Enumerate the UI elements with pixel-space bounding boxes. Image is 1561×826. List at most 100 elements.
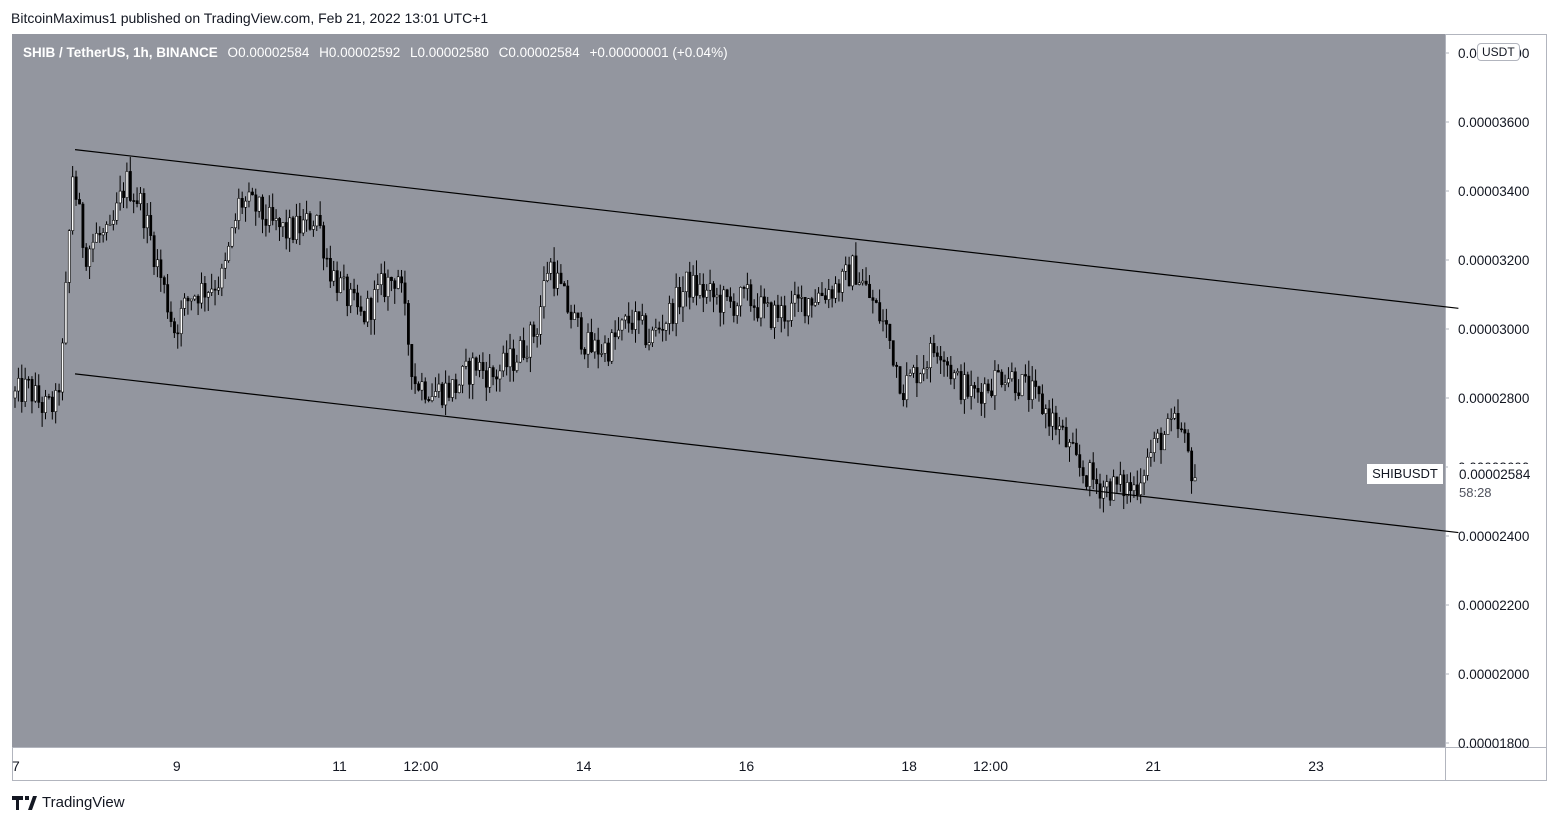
candle-body <box>61 342 64 393</box>
candle-body <box>281 222 285 228</box>
candle-body <box>881 320 885 322</box>
candle-body <box>427 399 431 401</box>
candle-body <box>952 372 956 380</box>
candle-body <box>149 215 153 236</box>
candle-body <box>688 271 692 298</box>
candle-body <box>1115 476 1119 485</box>
candle-body <box>546 273 549 281</box>
candle-body <box>112 219 115 225</box>
candle-body <box>78 199 81 205</box>
candle-body <box>468 360 471 385</box>
candle-body <box>81 203 85 248</box>
candle-body <box>854 255 858 285</box>
legend-high-label: H <box>319 45 329 60</box>
candle-body <box>1071 442 1075 444</box>
price-unit-badge[interactable]: USDT <box>1477 43 1520 61</box>
x-tick-label: 18 <box>901 758 917 774</box>
candle-body <box>417 383 420 391</box>
candle-body <box>1125 482 1129 497</box>
candle-body <box>807 298 810 317</box>
candle-body <box>37 385 41 403</box>
candle-body <box>861 280 865 284</box>
candle-body <box>857 282 861 285</box>
candle-body <box>542 280 546 308</box>
candle-body <box>763 296 766 304</box>
x-tick-label: 11 <box>332 758 347 774</box>
candle-body <box>179 308 183 334</box>
candle-body <box>30 379 34 402</box>
candle-body <box>722 289 726 313</box>
candle-body <box>678 287 682 308</box>
candle-body <box>898 366 902 394</box>
candle-body <box>400 276 404 284</box>
candle-body <box>644 315 648 346</box>
candle-body <box>996 370 1000 373</box>
candle-body <box>1163 434 1166 451</box>
candle-body <box>1091 462 1095 480</box>
candle-body <box>637 311 641 321</box>
candle-body <box>291 217 295 240</box>
candle-body <box>776 304 780 318</box>
legend-open: 0.00002584 <box>238 45 310 60</box>
y-tick-label: 0.00001800 <box>1458 736 1529 751</box>
candle-body <box>444 382 448 406</box>
candle-body <box>715 294 719 298</box>
candle-body <box>1061 425 1065 428</box>
candle-body <box>607 342 610 362</box>
candle-body <box>1068 442 1071 448</box>
candle-body <box>661 328 665 331</box>
candle-body <box>749 284 753 307</box>
candle-body <box>742 286 746 289</box>
candle-body <box>508 348 512 368</box>
candle-body <box>315 215 319 227</box>
candle-body <box>413 376 417 385</box>
candle-body <box>824 295 827 300</box>
candle-body <box>17 377 20 392</box>
candle-body <box>366 298 370 323</box>
candle-body <box>983 383 987 404</box>
candle-body <box>115 202 119 221</box>
candle-body <box>779 305 783 318</box>
trendline-lower <box>74 373 1459 534</box>
candle-body <box>244 200 248 208</box>
candle-body <box>301 219 305 234</box>
candle-body <box>329 258 332 282</box>
candle-body <box>834 283 838 299</box>
candle-body <box>993 370 997 396</box>
x-tick-label: 7 <box>12 758 20 774</box>
candle-body <box>373 289 376 320</box>
candle-body <box>234 220 237 229</box>
price-chart[interactable]: 0.00001800 0.00002000 0.00002200 0.00002400… <box>12 34 1547 781</box>
candle-body <box>932 343 936 354</box>
legend-symbol: SHIB / TetherUS, 1h, BINANCE <box>23 45 218 60</box>
candle-body <box>196 295 200 304</box>
candle-body <box>1054 412 1058 430</box>
candle-body <box>362 311 366 323</box>
candle-body <box>335 270 339 293</box>
candle-body <box>576 312 580 318</box>
candle-body <box>786 320 790 322</box>
candle-body <box>1159 432 1163 451</box>
candle-body <box>1037 386 1041 395</box>
candle-body <box>851 255 854 287</box>
candle-body <box>935 352 939 357</box>
candle-body <box>685 271 688 292</box>
candle-body <box>674 287 678 324</box>
candle-body <box>1132 484 1136 491</box>
candle-body <box>44 396 48 413</box>
candle-body <box>525 356 529 359</box>
candle-body <box>593 339 597 353</box>
candle-body <box>1129 482 1133 491</box>
x-tick-label: 16 <box>739 758 755 774</box>
candle-body <box>145 215 149 229</box>
y-tick-label: 0.00002000 <box>1458 667 1529 682</box>
candle-body <box>135 200 139 204</box>
ticker-label: SHIBUSDT <box>1367 464 1443 484</box>
candle-body <box>1044 408 1048 414</box>
candle-body <box>386 276 390 297</box>
candle-body <box>969 385 973 397</box>
candle-body <box>1176 413 1180 430</box>
candle-body <box>318 215 322 226</box>
candle-body <box>973 385 977 389</box>
tradingview-brand[interactable]: TradingView <box>12 794 125 811</box>
